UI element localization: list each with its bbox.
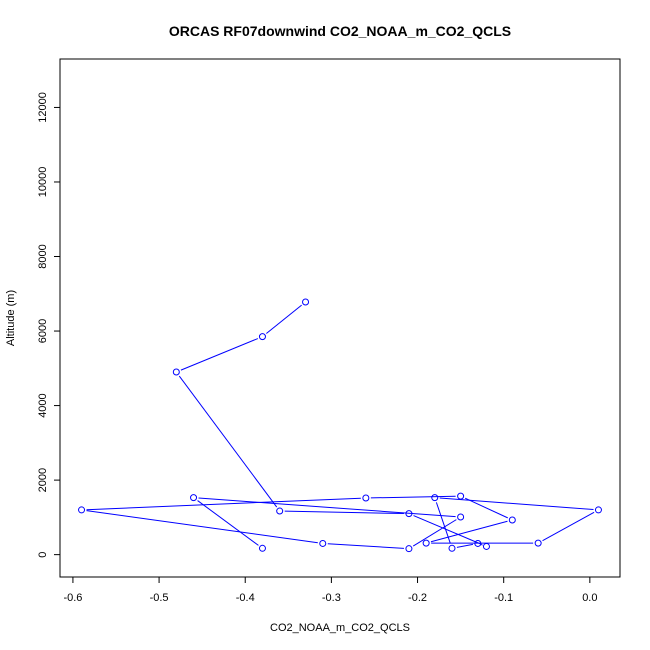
series-segment	[197, 500, 259, 546]
data-point	[276, 507, 284, 515]
x-axis-label: CO2_NOAA_m_CO2_QCLS	[270, 622, 410, 634]
series-segment	[464, 497, 508, 519]
data-point	[190, 494, 198, 502]
x-tick-label: -0.3	[322, 592, 341, 604]
data-point	[405, 510, 413, 518]
data-point	[534, 539, 542, 547]
series-segment	[198, 497, 456, 518]
data-point	[457, 513, 465, 521]
series-segment	[327, 543, 404, 549]
x-tick-label: -0.1	[494, 592, 513, 604]
data-point	[362, 494, 370, 502]
series-segment	[413, 515, 483, 545]
series-segment	[266, 304, 302, 334]
series-segment	[456, 543, 474, 548]
series-segment	[412, 519, 457, 547]
series-segment	[180, 338, 259, 371]
data-point	[78, 506, 86, 514]
y-tick-label: 2000	[37, 468, 49, 492]
x-tick-label: -0.2	[408, 592, 427, 604]
x-tick-label: -0.5	[150, 592, 169, 604]
y-tick-label: 6000	[37, 319, 49, 343]
y-tick-label: 8000	[37, 244, 49, 268]
y-tick-label: 10000	[37, 167, 49, 198]
x-axis: -0.6 -0.5 -0.4 -0.3 -0.2 -0.1 0.0	[63, 577, 597, 604]
data-point	[319, 539, 327, 547]
data-point	[172, 368, 180, 376]
y-tick-label: 12000	[37, 92, 49, 123]
y-axis: 0 2000 4000 6000 8000 10000 12000	[37, 92, 60, 558]
series-segment	[430, 520, 508, 543]
series-segment	[86, 497, 361, 511]
x-tick-label: -0.6	[63, 592, 82, 604]
y-tick-label: 4000	[37, 393, 49, 417]
data-point	[302, 298, 310, 306]
data-point	[431, 494, 439, 502]
data-point	[258, 544, 266, 552]
series-segment	[542, 511, 595, 542]
x-tick-label: -0.4	[236, 592, 255, 604]
data-point	[448, 544, 456, 552]
series-segment	[439, 497, 594, 511]
series-segment	[284, 510, 404, 515]
data-point	[422, 539, 430, 547]
chart-title: ORCAS RF07downwind CO2_NOAA_m_CO2_QCLS	[169, 23, 511, 39]
series-segment	[178, 375, 278, 508]
data-point	[258, 333, 266, 341]
series-segment	[370, 495, 456, 499]
data-point	[594, 506, 602, 514]
data-point	[405, 545, 413, 553]
data-point	[508, 516, 516, 524]
data-point	[474, 539, 482, 547]
series-segment	[86, 510, 318, 544]
x-tick-label: 0.0	[582, 592, 597, 604]
y-tick-label: 0	[37, 552, 49, 558]
data-point	[482, 542, 490, 550]
data-point	[457, 492, 465, 500]
y-axis-label: Altitude (m)	[5, 290, 17, 346]
series-layer	[78, 298, 602, 553]
plot-frame	[59, 58, 621, 578]
